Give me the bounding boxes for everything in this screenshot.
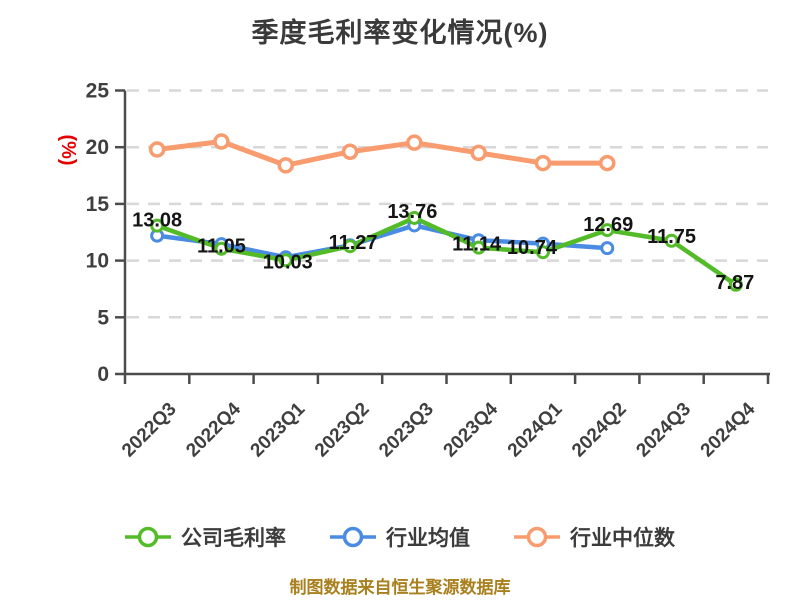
svg-text:25: 25 — [86, 80, 110, 103]
data-point — [341, 143, 359, 160]
data-point — [278, 253, 293, 268]
data-point — [214, 241, 229, 256]
data-point — [728, 277, 743, 292]
data-point — [470, 144, 487, 162]
data-source-caption: 制图数据来自恒生聚源数据库 — [289, 578, 511, 597]
svg-text:2023Q4: 2023Q4 — [440, 398, 503, 461]
series-markers-company-gross-margin — [150, 210, 743, 292]
x-axis-tick-labels: 2022Q3 2022Q4 2023Q1 2023Q2 2023Q3 2023Q4 2024… — [118, 398, 760, 461]
svg-text:11.05: 11.05 — [197, 236, 246, 258]
data-point — [534, 154, 552, 172]
data-point — [600, 223, 615, 238]
svg-text:10: 10 — [86, 250, 109, 273]
legend-label: 行业均值 — [386, 527, 470, 550]
y-axis-unit-label: (%) — [57, 134, 79, 165]
data-point — [599, 154, 616, 172]
svg-text:2023Q3: 2023Q3 — [375, 399, 438, 462]
data-point — [150, 218, 165, 233]
data-point — [664, 233, 679, 248]
data-point — [600, 241, 615, 256]
legend-label: 公司毛利率 — [181, 527, 286, 550]
value-labels-company-gross-margin: 13.08 11.05 10.03 11.27 13.76 11.14 10.74 12.69… — [132, 201, 754, 294]
svg-text:10.74: 10.74 — [507, 237, 558, 259]
svg-text:10.03: 10.03 — [263, 251, 313, 273]
svg-text:0: 0 — [97, 363, 109, 386]
svg-text:11.14: 11.14 — [452, 234, 502, 256]
svg-text:2022Q3: 2022Q3 — [118, 399, 181, 462]
legend-label: 行业中位数 — [570, 527, 675, 550]
svg-text:2023Q1: 2023Q1 — [247, 398, 310, 461]
data-point — [213, 133, 230, 150]
legend-marker-icon — [125, 526, 171, 548]
data-point — [407, 210, 422, 225]
gridlines — [127, 89, 768, 319]
axes — [115, 89, 770, 384]
data-point — [343, 239, 358, 254]
svg-text:12.69: 12.69 — [583, 214, 633, 236]
series-line-industry-average — [154, 223, 610, 260]
data-point — [471, 240, 486, 255]
svg-text:2023Q2: 2023Q2 — [311, 399, 374, 462]
series-line-industry-median — [154, 139, 610, 168]
series-markers-industry-median — [148, 133, 616, 174]
svg-text:2024Q2: 2024Q2 — [568, 399, 631, 462]
legend-marker-icon — [514, 526, 560, 548]
data-point — [406, 134, 423, 151]
svg-text:7.87: 7.87 — [715, 272, 754, 294]
legend-marker-icon — [330, 526, 376, 548]
svg-text:2024Q4: 2024Q4 — [697, 398, 760, 461]
data-point — [277, 157, 294, 174]
data-point — [148, 141, 166, 158]
legend-item-industry-average[interactable]: 行业均值 — [330, 522, 470, 552]
svg-text:11.75: 11.75 — [647, 226, 696, 248]
data-point — [535, 245, 550, 260]
svg-text:2024Q1: 2024Q1 — [504, 398, 567, 461]
chart-legend: 公司毛利率 行业均值 行业中位数 — [0, 522, 800, 552]
svg-text:2022Q4: 2022Q4 — [182, 398, 245, 461]
svg-text:11.27: 11.27 — [329, 232, 378, 254]
svg-text:5: 5 — [97, 306, 109, 329]
svg-text:2024Q3: 2024Q3 — [632, 399, 695, 462]
svg-text:13.08: 13.08 — [132, 210, 182, 232]
legend-item-industry-median[interactable]: 行业中位数 — [514, 522, 675, 552]
legend-item-company-gross-margin[interactable]: 公司毛利率 — [125, 522, 286, 552]
chart-title: 季度毛利率变化情况(%) — [251, 18, 549, 48]
svg-text:20: 20 — [86, 136, 109, 159]
y-axis-tick-labels: 0 5 10 15 20 25 — [86, 80, 110, 387]
svg-text:13.76: 13.76 — [387, 201, 437, 223]
series-line-company-gross-margin — [154, 215, 739, 288]
svg-text:15: 15 — [86, 193, 110, 216]
